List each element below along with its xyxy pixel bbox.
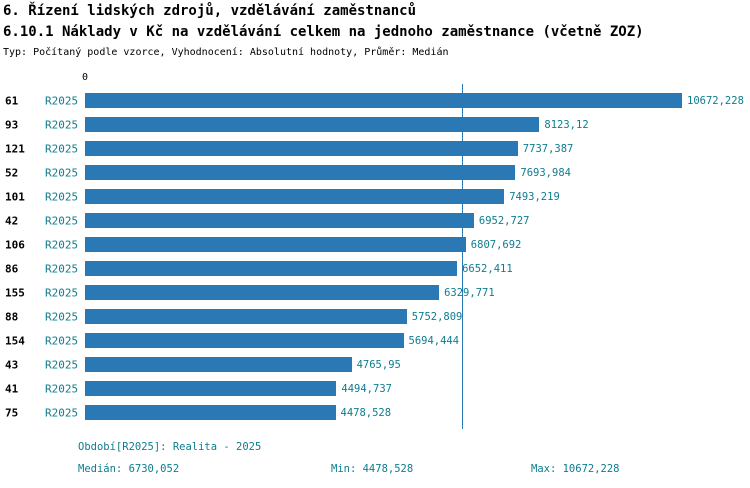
value-bar bbox=[85, 261, 458, 276]
chart-row: 106 R2025 6807,692 bbox=[0, 233, 750, 257]
chart-row: 154 R2025 5694,444 bbox=[0, 329, 750, 353]
row-period-label: R2025 bbox=[45, 382, 79, 396]
max-stat: Max: 10672,228 bbox=[531, 463, 620, 475]
plot-area: 0 61 R2025 10672,228 93 R2025 8123,12 121 R2025… bbox=[0, 72, 750, 429]
row-id-label: 86 bbox=[5, 262, 19, 276]
chart-row: 61 R2025 10672,228 bbox=[0, 89, 750, 113]
value-bar bbox=[85, 405, 336, 420]
row-period-label: R2025 bbox=[45, 142, 79, 156]
value-bar bbox=[85, 189, 505, 204]
value-label: 7693,984 bbox=[520, 167, 571, 179]
median-line bbox=[461, 84, 463, 429]
row-period-label: R2025 bbox=[45, 358, 79, 372]
value-label: 6807,692 bbox=[470, 239, 522, 251]
value-bar bbox=[85, 93, 682, 108]
row-id-label: 41 bbox=[5, 382, 19, 396]
value-label: 4494,737 bbox=[341, 383, 392, 395]
value-label: 6952,727 bbox=[478, 215, 530, 227]
row-id-label: 101 bbox=[5, 190, 25, 204]
value-bar bbox=[85, 381, 337, 396]
value-label: 10672,228 bbox=[687, 95, 744, 107]
chart-row: 93 R2025 8123,12 bbox=[0, 113, 750, 137]
row-period-label: R2025 bbox=[45, 214, 79, 228]
value-label: 5752,809 bbox=[411, 311, 463, 323]
period-legend: Období[R2025]: Realita - 2025 bbox=[78, 441, 262, 453]
row-id-label: 52 bbox=[5, 166, 19, 180]
chart-row: 121 R2025 7737,387 bbox=[0, 137, 750, 161]
value-bar bbox=[85, 237, 466, 252]
x-axis-zero-label: 0 bbox=[81, 72, 89, 83]
value-label: 7737,387 bbox=[522, 143, 574, 155]
bar-rows: 61 R2025 10672,228 93 R2025 8123,12 121 R2025 77… bbox=[0, 89, 750, 425]
row-period-label: R2025 bbox=[45, 238, 79, 252]
chart-row: 75 R2025 4478,528 bbox=[0, 401, 750, 425]
row-id-label: 121 bbox=[5, 142, 25, 156]
chart-title-line1: 6. Řízení lidských zdrojů, vzdělávání za… bbox=[3, 3, 417, 19]
row-id-label: 154 bbox=[5, 334, 25, 348]
value-bar bbox=[85, 333, 404, 348]
chart-row: 86 R2025 6652,411 bbox=[0, 257, 750, 281]
value-label: 4478,528 bbox=[340, 407, 392, 419]
value-bar bbox=[85, 357, 352, 372]
min-stat: Min: 4478,528 bbox=[331, 463, 414, 475]
row-period-label: R2025 bbox=[45, 310, 79, 324]
row-period-label: R2025 bbox=[45, 94, 79, 108]
value-label: 4765,95 bbox=[356, 359, 401, 371]
chart-row: 42 R2025 6952,727 bbox=[0, 209, 750, 233]
chart-row: 43 R2025 4765,95 bbox=[0, 353, 750, 377]
row-id-label: 155 bbox=[5, 286, 25, 300]
chart-row: 41 R2025 4494,737 bbox=[0, 377, 750, 401]
row-id-label: 42 bbox=[5, 214, 19, 228]
chart-row: 52 R2025 7693,984 bbox=[0, 161, 750, 185]
chart-title-line2: 6.10.1 Náklady v Kč na vzdělávání celkem… bbox=[3, 24, 644, 40]
value-label: 6329,771 bbox=[444, 287, 495, 299]
row-id-label: 106 bbox=[5, 238, 25, 252]
value-label: 8123,12 bbox=[544, 119, 589, 131]
row-id-label: 88 bbox=[5, 310, 19, 324]
value-bar bbox=[85, 213, 474, 228]
stats-row: Medián: 6730,052 Min: 4478,528 Max: 1067… bbox=[0, 463, 750, 479]
row-id-label: 61 bbox=[5, 94, 19, 108]
chart-subtitle: Typ: Počítaný podle vzorce, Vyhodnocení:… bbox=[3, 47, 449, 58]
row-id-label: 93 bbox=[5, 118, 19, 132]
row-id-label: 75 bbox=[5, 406, 19, 420]
median-stat: Medián: 6730,052 bbox=[78, 463, 180, 475]
chart-row: 88 R2025 5752,809 bbox=[0, 305, 750, 329]
value-bar bbox=[85, 165, 516, 180]
chart-row: 101 R2025 7493,219 bbox=[0, 185, 750, 209]
value-label: 6652,411 bbox=[462, 263, 513, 275]
value-bar bbox=[85, 285, 440, 300]
row-period-label: R2025 bbox=[45, 286, 79, 300]
value-bar bbox=[85, 309, 407, 324]
value-bar bbox=[85, 141, 518, 156]
row-period-label: R2025 bbox=[45, 334, 79, 348]
value-label: 5694,444 bbox=[408, 335, 460, 347]
value-bar bbox=[85, 117, 540, 132]
row-id-label: 43 bbox=[5, 358, 19, 372]
chart-row: 155 R2025 6329,771 bbox=[0, 281, 750, 305]
row-period-label: R2025 bbox=[45, 118, 79, 132]
row-period-label: R2025 bbox=[45, 190, 79, 204]
value-label: 7493,219 bbox=[509, 191, 560, 203]
row-period-label: R2025 bbox=[45, 262, 79, 276]
row-period-label: R2025 bbox=[45, 406, 79, 420]
row-period-label: R2025 bbox=[45, 166, 79, 180]
